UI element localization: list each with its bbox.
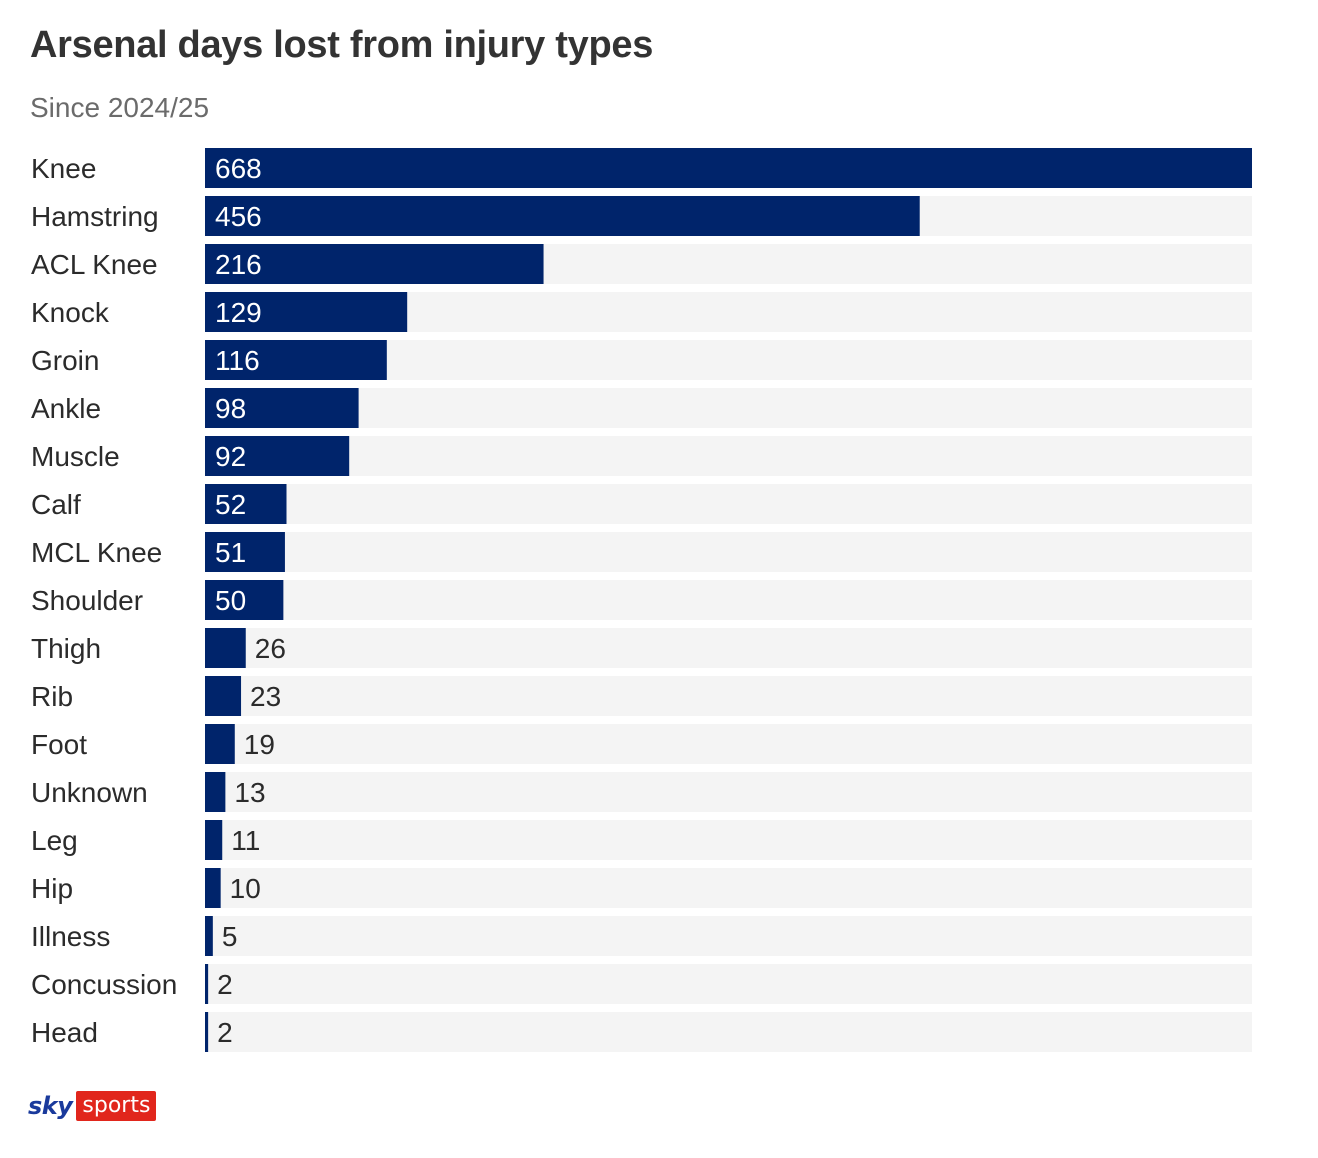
bar: [205, 772, 226, 812]
value-label: 98: [215, 393, 246, 424]
bar: [205, 388, 359, 428]
category-label: Knee: [31, 153, 96, 184]
bar-row: Rib 23: [31, 676, 1252, 716]
bar-track: [205, 676, 1252, 716]
bar: [205, 628, 246, 668]
chart-title: Arsenal days lost from injury types: [30, 24, 654, 66]
value-label: 129: [215, 297, 262, 328]
category-label: Calf: [31, 489, 81, 520]
category-label: Shoulder: [31, 585, 143, 616]
value-label: 26: [255, 633, 286, 664]
bar-row: Ankle 98: [31, 388, 1252, 428]
bar-track: [205, 532, 1252, 572]
bar-row: Knock 129: [31, 292, 1252, 332]
value-label: 668: [215, 153, 262, 184]
bar: [205, 916, 213, 956]
value-label: 2: [217, 1017, 233, 1048]
value-label: 92: [215, 441, 246, 472]
bar: [205, 580, 284, 620]
category-label: Knock: [31, 297, 110, 328]
bar-row: Calf 52: [31, 484, 1252, 524]
bar: [205, 340, 387, 380]
bar: [205, 532, 285, 572]
bar-row: Thigh 26: [31, 628, 1252, 668]
value-label: 19: [244, 729, 275, 760]
bar-row: Knee 668: [31, 148, 1252, 188]
bar-row: Groin 116: [31, 340, 1252, 380]
bar-track: [205, 820, 1252, 860]
bar-row: Muscle 92: [31, 436, 1252, 476]
category-label: Head: [31, 1017, 98, 1048]
bar-track: [205, 1012, 1252, 1052]
category-label: Leg: [31, 825, 78, 856]
category-label: Unknown: [31, 777, 148, 808]
category-label: Concussion: [31, 969, 177, 1000]
bar-track: [205, 484, 1252, 524]
bar: [205, 820, 223, 860]
bar: [205, 868, 221, 908]
value-label: 2: [217, 969, 233, 1000]
logo-sports-text: sports: [76, 1091, 157, 1121]
bar-row: Head 2: [31, 1012, 1252, 1052]
bar-track: [205, 388, 1252, 428]
bar-row: Hamstring 456: [31, 196, 1252, 236]
bar: [205, 292, 408, 332]
sky-sports-logo: sky sports: [28, 1090, 157, 1122]
bar-row: Foot 19: [31, 724, 1252, 764]
bar-track: [205, 436, 1252, 476]
category-label: Illness: [31, 921, 110, 952]
value-label: 456: [215, 201, 262, 232]
value-label: 52: [215, 489, 246, 520]
value-label: 23: [250, 681, 281, 712]
bar-track: [205, 916, 1252, 956]
bar-row: Unknown 13: [31, 772, 1252, 812]
category-label: ACL Knee: [31, 249, 158, 280]
bar-track: [205, 772, 1252, 812]
value-label: 11: [231, 825, 260, 856]
value-label: 5: [222, 921, 238, 952]
bar-row: MCL Knee 51: [31, 532, 1252, 572]
value-label: 116: [215, 345, 260, 376]
logo-sky-text: sky: [28, 1092, 73, 1120]
bar-track: [205, 868, 1252, 908]
category-label: Rib: [31, 681, 73, 712]
category-label: Thigh: [31, 633, 101, 664]
bar-row: ACL Knee 216: [31, 244, 1252, 284]
bar: [205, 148, 1252, 188]
value-label: 10: [230, 873, 261, 904]
bar: [205, 1012, 209, 1052]
category-label: Muscle: [31, 441, 120, 472]
category-label: Hip: [31, 873, 73, 904]
bar-row: Illness 5: [31, 916, 1252, 956]
value-label: 216: [215, 249, 262, 280]
bar-row: Concussion 2: [31, 964, 1252, 1004]
category-label: Ankle: [31, 393, 101, 424]
bar: [205, 196, 920, 236]
chart-subtitle: Since 2024/25: [30, 92, 210, 123]
bar: [205, 244, 544, 284]
bar: [205, 964, 209, 1004]
bar-track: [205, 964, 1252, 1004]
bar-row: Leg 11: [31, 820, 1252, 860]
bar-track: [205, 628, 1252, 668]
bar: [205, 724, 235, 764]
category-label: MCL Knee: [31, 537, 162, 568]
value-label: 51: [215, 537, 246, 568]
bar: [205, 484, 287, 524]
bar-track: [205, 724, 1252, 764]
bar: [205, 676, 242, 716]
value-label: 50: [215, 585, 246, 616]
bar-row: Shoulder 50: [31, 580, 1252, 620]
value-label: 13: [234, 777, 265, 808]
category-label: Hamstring: [31, 201, 159, 232]
category-label: Groin: [31, 345, 99, 376]
category-label: Foot: [31, 729, 87, 760]
bar: [205, 436, 350, 476]
bar-row: Hip 10: [31, 868, 1252, 908]
bar-track: [205, 580, 1252, 620]
